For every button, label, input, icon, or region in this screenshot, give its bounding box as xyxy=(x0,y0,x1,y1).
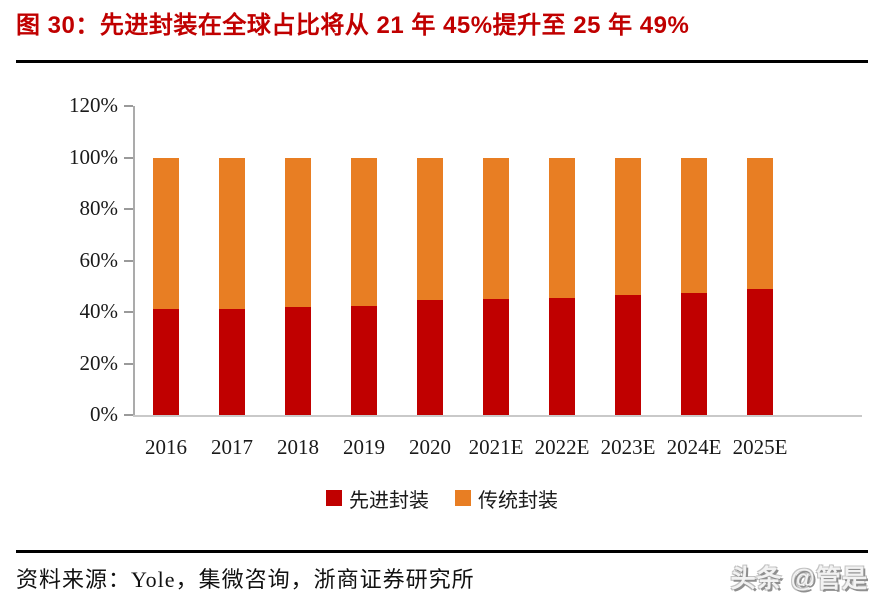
y-axis-line xyxy=(133,106,135,417)
segment-advanced xyxy=(219,308,245,415)
stacked-bar-2017 xyxy=(219,157,245,415)
y-axis-tick-mark xyxy=(124,362,133,365)
legend-item-advanced: 先进封装 xyxy=(326,484,429,513)
segment-advanced xyxy=(285,306,311,415)
stacked-bar-2020 xyxy=(417,157,443,415)
stacked-bar-2025E xyxy=(747,157,773,415)
y-axis-tick-label: 80% xyxy=(79,196,119,220)
chart-legend: 先进封装 传统封装 xyxy=(0,484,884,513)
stacked-bar-2016 xyxy=(153,157,179,415)
y-axis-tick-label: 40% xyxy=(79,299,119,323)
source-text: 资料来源：Yole，集微咨询，浙商证券研究所 xyxy=(16,567,475,592)
segment-traditional xyxy=(285,157,311,307)
segment-traditional xyxy=(681,157,707,293)
segment-advanced xyxy=(483,299,509,415)
segment-advanced xyxy=(153,309,179,415)
y-axis-tick-mark xyxy=(124,259,133,262)
segment-advanced xyxy=(417,300,443,415)
figure-title: 图 30：先进封装在全球占比将从 21 年 45%提升至 25 年 49% xyxy=(16,12,690,39)
stacked-bar-2022E xyxy=(549,157,575,415)
segment-traditional xyxy=(153,157,179,310)
x-axis-label: 2017 xyxy=(211,435,253,459)
stacked-bar-2023E xyxy=(615,157,641,415)
x-axis-label: 2023E xyxy=(600,435,656,459)
segment-advanced xyxy=(681,292,707,415)
source-divider-line xyxy=(16,550,868,553)
watermark: 头条 @管是 xyxy=(730,565,868,593)
title-divider-line xyxy=(16,60,868,63)
x-axis-label: 2019 xyxy=(343,435,385,459)
y-axis-tick-label: 100% xyxy=(69,144,118,169)
segment-traditional xyxy=(417,157,443,301)
segment-traditional xyxy=(483,157,509,300)
segment-traditional xyxy=(219,157,245,309)
x-axis-label: 2020 xyxy=(409,435,451,459)
legend-swatch-traditional xyxy=(455,490,471,506)
segment-advanced xyxy=(549,297,575,415)
y-axis-tick-mark xyxy=(124,105,133,107)
stacked-bar-chart: 120% 100% 80% 60% 40% 20% 0% 2016 2017 2018 2019 20… xyxy=(0,85,884,470)
stacked-bar-2018 xyxy=(285,157,311,415)
y-axis-tick-label: 0% xyxy=(90,402,118,426)
x-axis-label: 2021E xyxy=(468,435,524,459)
segment-advanced xyxy=(351,305,377,415)
x-axis-label: 2024E xyxy=(666,435,722,459)
x-axis-label: 2016 xyxy=(145,435,187,459)
y-axis-tick-mark xyxy=(124,156,133,159)
segment-traditional xyxy=(615,157,641,296)
y-axis-tick-mark xyxy=(124,208,133,210)
x-axis-label: 2025E xyxy=(732,435,788,459)
source-row: 资料来源：Yole，集微咨询，浙商证券研究所 头条 @管是 xyxy=(16,559,868,595)
legend-label-traditional: 传统封装 xyxy=(478,489,558,512)
legend-item-traditional: 传统封装 xyxy=(455,484,558,513)
x-axis-label: 2022E xyxy=(534,435,590,459)
segment-advanced xyxy=(615,295,641,415)
segment-advanced xyxy=(747,288,773,415)
y-axis-tick-label: 60% xyxy=(79,247,119,272)
segment-traditional xyxy=(549,157,575,298)
y-axis-tick-label: 20% xyxy=(79,350,119,375)
x-axis-line xyxy=(133,415,862,417)
y-axis-tick-mark xyxy=(124,311,133,313)
stacked-bar-2019 xyxy=(351,157,377,415)
stacked-bar-2021E xyxy=(483,157,509,415)
segment-traditional xyxy=(747,157,773,289)
legend-label-advanced: 先进封装 xyxy=(349,489,429,512)
y-axis-tick-mark xyxy=(124,414,133,416)
x-axis-label: 2018 xyxy=(277,435,319,459)
segment-traditional xyxy=(351,157,377,306)
stacked-bar-2024E xyxy=(681,157,707,415)
legend-swatch-advanced xyxy=(326,490,342,506)
y-axis-tick-label: 120% xyxy=(69,93,118,117)
